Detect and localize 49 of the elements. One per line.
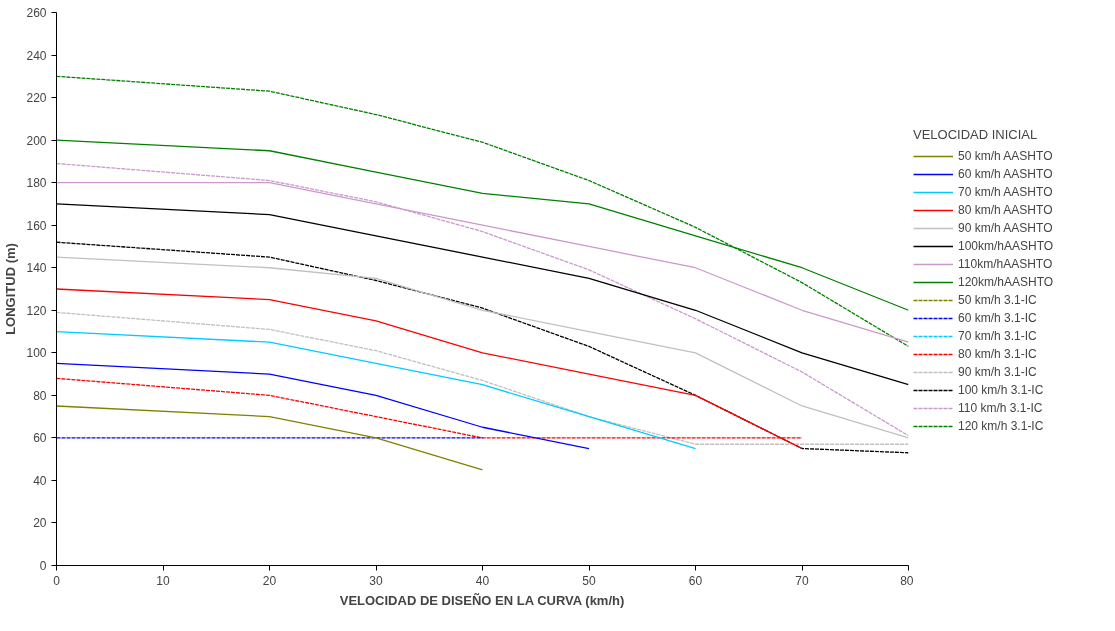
y-tick-label: 260 <box>26 6 47 20</box>
line-series <box>56 362 590 450</box>
y-tick-label: 80 <box>33 388 47 403</box>
y-tick-label: 160 <box>26 218 47 233</box>
legend-label: 120 km/h 3.1-IC <box>958 418 1045 435</box>
x-tick-label: 70 <box>795 573 809 588</box>
y-tick-label: 180 <box>26 176 47 191</box>
x-tick-label: 10 <box>156 573 170 588</box>
y-tick-label: 40 <box>33 473 47 488</box>
x-tick-label: 40 <box>475 573 490 588</box>
x-tick-label: 20 <box>262 573 277 588</box>
x-axis-title: VELOCIDAD DE DISEÑO EN LA CURVA (km/h) <box>339 592 625 608</box>
legend-label: 90 km/h 3.1-IC <box>958 364 1038 381</box>
legend-title: VELOCIDAD INICIAL <box>913 127 1039 142</box>
legend-label: 110km/hAASHTO <box>958 256 1054 273</box>
x-tick-label: 0 <box>53 573 61 588</box>
legend-label: 50 km/h AASHTO <box>958 148 1054 165</box>
y-tick-label: 220 <box>26 91 47 106</box>
legend-label: 60 km/h AASHTO <box>958 166 1054 183</box>
y-tick-label: 200 <box>26 133 47 148</box>
x-tick-label: 50 <box>582 573 596 588</box>
legend-label: 60 km/h 3.1-IC <box>958 310 1038 327</box>
legend-label: 70 km/h 3.1-IC <box>958 328 1038 345</box>
legend-label: 90 km/h AASHTO <box>958 220 1054 237</box>
line-series <box>56 288 803 450</box>
y-tick-label: 20 <box>33 516 47 531</box>
y-tick-label: 0 <box>39 559 47 573</box>
line-series <box>56 162 909 437</box>
x-tick-label: 80 <box>900 573 914 588</box>
y-tick-label: 60 <box>33 431 47 446</box>
line-series <box>56 405 484 471</box>
line-series <box>56 330 697 450</box>
line-series <box>56 75 909 348</box>
legend-label: 50 km/h 3.1-IC <box>958 292 1038 309</box>
legend-label: 100 km/h 3.1-IC <box>958 382 1045 399</box>
x-tick-label: 30 <box>369 573 383 588</box>
legend-label: 120km/hAASHTO <box>958 274 1055 291</box>
y-tick-label: 100 <box>26 346 47 361</box>
y-tick-label: 240 <box>26 48 47 63</box>
legend-label: 110 km/h 3.1-IC <box>958 400 1044 417</box>
legend-label: 80 km/h AASHTO <box>958 202 1054 219</box>
y-tick-label: 140 <box>26 261 47 276</box>
y-axis-title: LONGITUD (m) <box>3 243 19 335</box>
x-tick-label: 60 <box>688 573 703 588</box>
legend-label: 70 km/h AASHTO <box>958 184 1054 201</box>
legend-label: 100km/hAASHTO <box>958 238 1055 255</box>
legend-label: 80 km/h 3.1-IC <box>958 346 1038 363</box>
y-tick-label: 120 <box>26 303 47 318</box>
line-series <box>56 311 909 445</box>
